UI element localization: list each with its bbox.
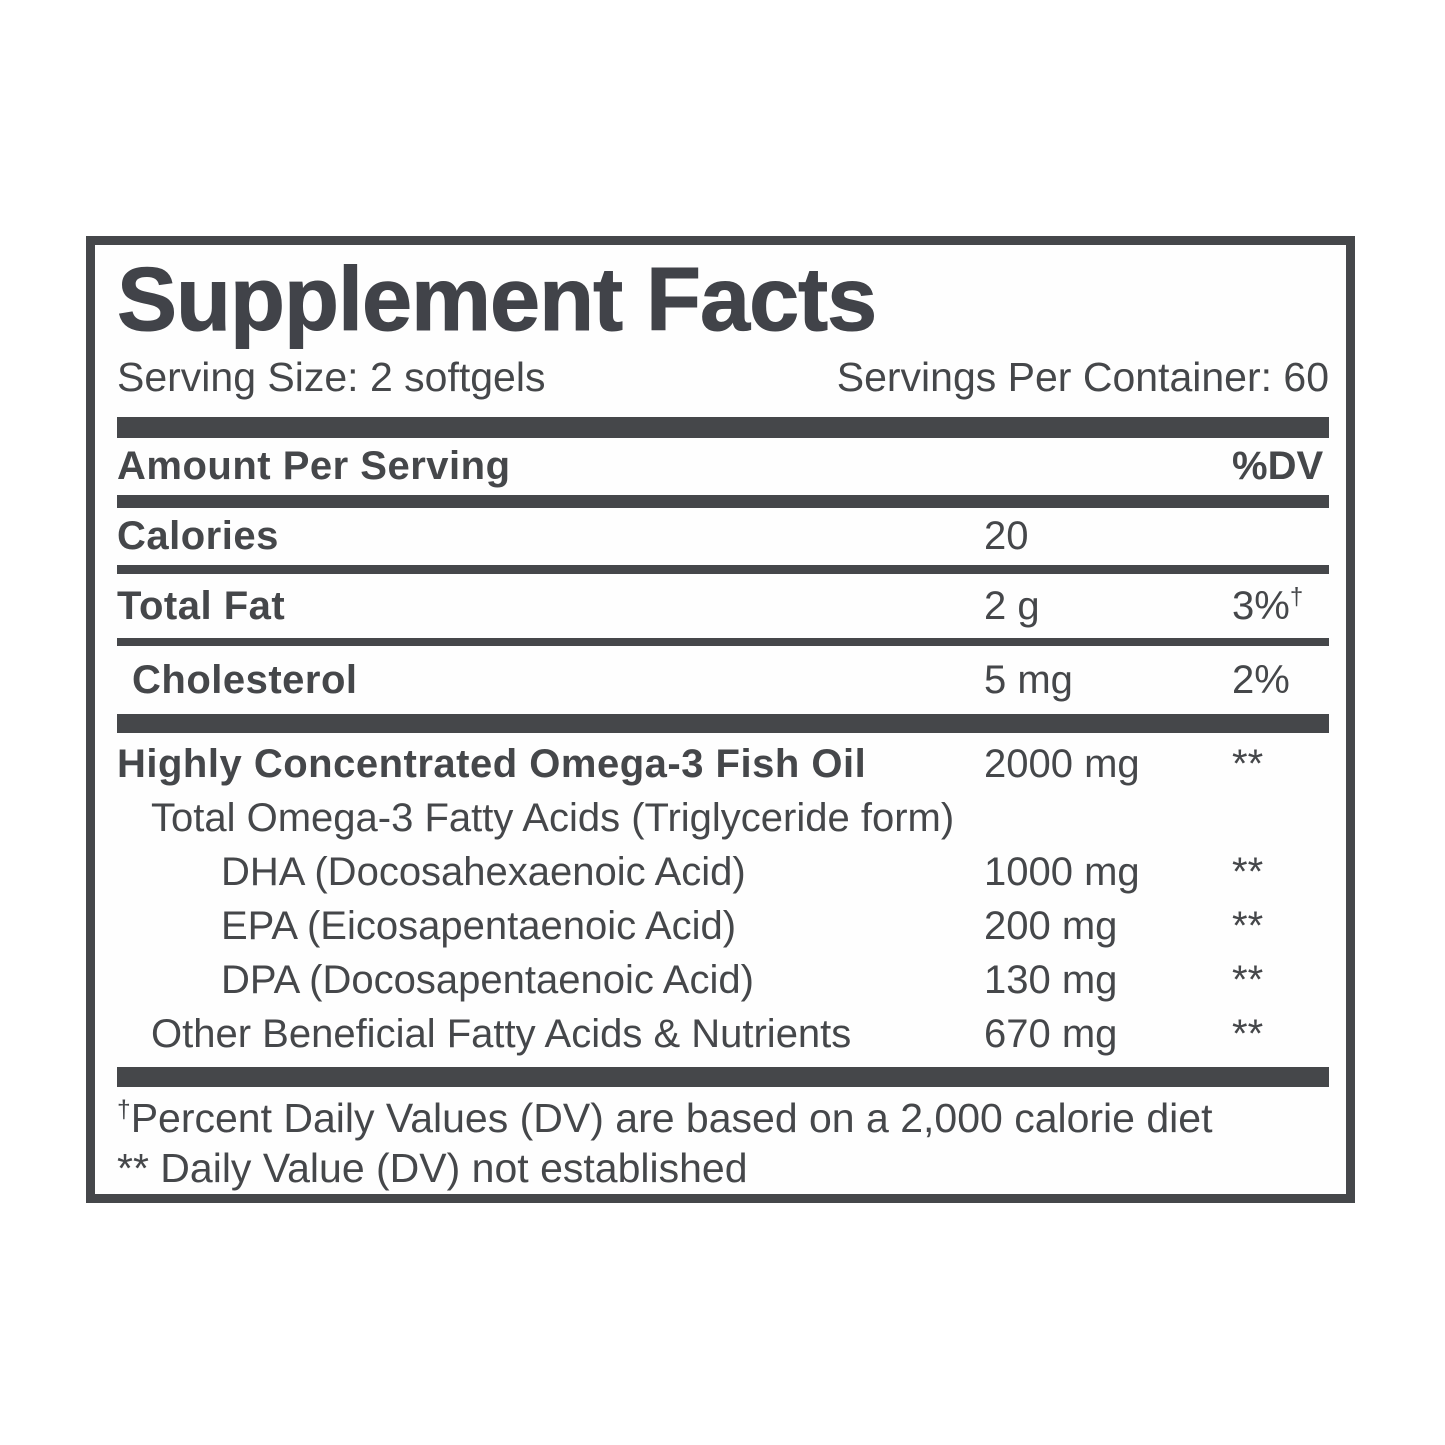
nutrient-name: Highly Concentrated Omega-3 Fish Oil [117,741,867,786]
nutrient-dv: ** [1232,741,1264,786]
nutrient-name: Total Omega-3 Fatty Acids (Triglyceride … [151,795,955,840]
label-title: Supplement Facts [117,250,878,350]
nutrient-amount: 1000 mg [984,849,1140,894]
nutrient-dv: ** [1232,957,1264,1002]
omega-section: Highly Concentrated Omega-3 Fish Oil 200… [117,733,1329,1065]
nutrient-row-other-fatty-acids: Other Beneficial Fatty Acids & Nutrients… [117,1007,1329,1061]
dv-header: %DV [1232,444,1324,488]
nutrient-name: EPA (Eicosapentaenoic Acid) [221,903,737,948]
serving-size: Serving Size: 2 softgels [117,354,546,400]
nutrient-dv: ** [1232,849,1264,894]
nutrient-name: DPA (Docosapentaenoic Acid) [221,957,754,1002]
table-header-row: Amount Per Serving %DV [117,438,1329,495]
servings-per-container: Servings Per Container: 60 [836,354,1329,400]
nutrient-amount: 20 [984,514,1029,558]
nutrient-row-total-fat: Total Fat 2 g 3%† [117,574,1329,638]
divider-below-calories [117,565,1329,574]
footnote-dv-not-established: ** Daily Value (DV) not established [117,1145,748,1191]
nutrient-row-cholesterol: Cholesterol 5 mg 2% [117,646,1329,714]
nutrient-dv: ** [1232,1011,1264,1056]
nutrient-name: Calories [117,514,279,558]
nutrient-dv: 2% [1232,657,1290,702]
thick-divider-middle [117,714,1329,733]
nutrient-amount: 5 mg [984,657,1073,702]
nutrient-amount: 2000 mg [984,741,1140,786]
nutrient-amount: 200 mg [984,903,1118,948]
footnote-daily-values: †Percent Daily Values (DV) are based on … [117,1095,1213,1141]
supplement-facts-label: Supplement Facts Serving Size: 2 softgel… [86,236,1355,1203]
nutrient-row-calories: Calories 20 [117,508,1329,565]
nutrient-amount: 2 g [984,583,1040,628]
nutrient-row-epa: EPA (Eicosapentaenoic Acid) 200 mg ** [117,899,1329,953]
nutrient-row-dha: DHA (Docosahexaenoic Acid) 1000 mg ** [117,845,1329,899]
nutrient-row-fish-oil: Highly Concentrated Omega-3 Fish Oil 200… [117,737,1329,791]
nutrient-amount: 130 mg [984,957,1118,1002]
nutrient-name: Cholesterol [132,657,358,702]
thick-divider-bottom [117,1067,1329,1087]
nutrient-amount: 670 mg [984,1011,1118,1056]
footnotes: †Percent Daily Values (DV) are based on … [117,1087,1329,1193]
nutrient-dv: 3%† [1232,583,1304,628]
nutrient-dv: ** [1232,903,1264,948]
nutrient-row-total-omega3: Total Omega-3 Fatty Acids (Triglyceride … [117,791,1329,845]
dagger-superscript: † [1289,583,1304,611]
nutrient-name: DHA (Docosahexaenoic Acid) [221,849,746,894]
serving-info-row: Serving Size: 2 softgels Servings Per Co… [117,353,1329,401]
nutrient-name: Total Fat [117,583,286,628]
dagger-superscript: † [117,1096,131,1124]
amount-per-serving-header: Amount Per Serving [117,444,511,488]
nutrient-row-dpa: DPA (Docosapentaenoic Acid) 130 mg ** [117,953,1329,1007]
nutrient-name: Other Beneficial Fatty Acids & Nutrients [151,1011,852,1056]
thick-divider-top [117,417,1329,438]
divider-below-total-fat [117,638,1329,646]
divider-below-header [117,495,1329,508]
